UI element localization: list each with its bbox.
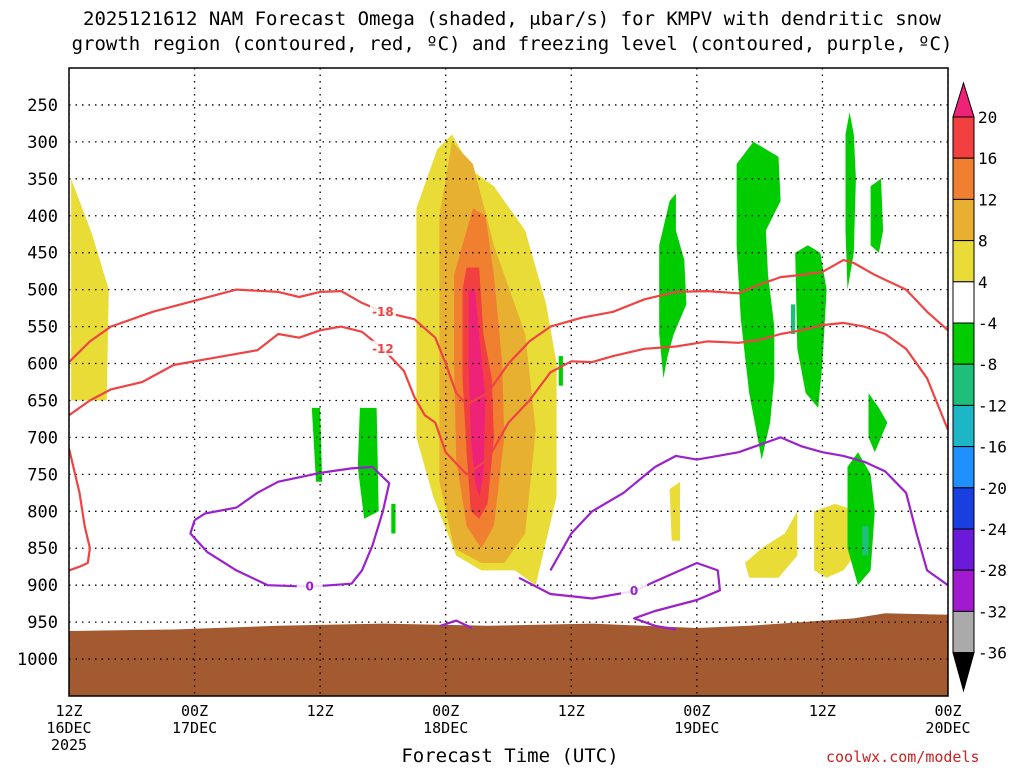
freezing-level-contour-1 (518, 561, 722, 631)
x-tick-label-72-0: 12Z (809, 702, 836, 720)
y-tick-label-950: 950 (27, 613, 58, 633)
y-tick-label-250: 250 (27, 96, 58, 116)
y-tick-label-450: 450 (27, 244, 58, 264)
omega-region-5 (468, 289, 486, 497)
x-tick-label-12-1: 17DEC (172, 719, 217, 737)
x-tick-label-84-1: 20DEC (925, 719, 970, 737)
y-tick-label-600: 600 (27, 355, 58, 375)
colorbar-label-4: 4 (978, 273, 988, 292)
colorbar-label-2: 12 (978, 190, 997, 209)
colorbar-box-5 (952, 322, 975, 365)
omega-region-20 (862, 526, 869, 556)
y-tick-label-350: 350 (27, 170, 58, 190)
omega-region-16 (845, 112, 856, 290)
terrain-fill (69, 613, 948, 696)
freezing-level-label-bg-0 (296, 578, 323, 594)
colorbar-label-12: -32 (978, 602, 1007, 621)
colorbar-box-8 (952, 446, 975, 489)
colorbar-label-8: -16 (978, 438, 1007, 457)
colorbar-box-11 (952, 569, 975, 612)
freezing-level-contour-label-0: 0 (305, 580, 313, 594)
watermark: coolwx.com/models (826, 748, 980, 766)
x-tick-label-48-0: 12Z (558, 702, 585, 720)
freezing-level-label-bg-1 (621, 583, 648, 599)
colorbar-label-7: -12 (978, 396, 1007, 415)
x-tick-label-12-0: 00Z (181, 702, 208, 720)
colorbar-label-0: 20 (978, 108, 997, 127)
colorbar-box-1 (952, 157, 975, 200)
chart-title-line1: 2025121612 NAM Forecast Omega (shaded, μ… (83, 8, 941, 30)
colorbar-box-4 (952, 281, 975, 324)
x-tick-label-36-1: 18DEC (423, 719, 468, 737)
y-tick-label-300: 300 (27, 133, 58, 153)
x-axis-label: Forecast Time (UTC) (401, 745, 619, 767)
colorbar-label-11: -28 (978, 561, 1007, 580)
omega-region-10 (357, 407, 379, 519)
y-tick-label-500: 500 (27, 281, 58, 301)
colorbar-box-10 (952, 528, 975, 571)
x-tick-label-0-0: 12Z (55, 702, 82, 720)
omega-region-21 (791, 304, 796, 334)
omega-region-19 (868, 393, 888, 453)
x-tick-label-0-1: 16DEC (46, 719, 91, 737)
colorbar-label-9: -20 (978, 479, 1007, 498)
x-tick-label-60-0: 00Z (683, 702, 710, 720)
y-tick-label-850: 850 (27, 539, 58, 559)
colorbar-label-6: -8 (978, 355, 997, 374)
y-tick-label-1000: 1000 (17, 650, 58, 670)
dgz-contour-2 (69, 448, 92, 572)
dgz-label-bg-1 (369, 340, 396, 356)
colorbar-box-9 (952, 487, 975, 530)
freezing-level-contour-2 (549, 436, 948, 587)
x-tick-label-36-0: 00Z (432, 702, 459, 720)
omega-region-14 (736, 141, 781, 460)
y-tick-label-650: 650 (27, 391, 58, 411)
omega-region-7 (745, 511, 798, 578)
omega-region-12 (558, 356, 563, 386)
colorbar-label-3: 8 (978, 232, 988, 251)
y-tick-label-800: 800 (27, 502, 58, 522)
dgz-contour-label-1: -12 (372, 342, 394, 356)
x-tick-label-0-2: 2025 (51, 736, 87, 754)
dgz-contour-0 (69, 259, 948, 406)
colorbar-bottom-arrow (952, 652, 975, 693)
colorbar-box-7 (952, 404, 975, 448)
colorbar-box-3 (952, 240, 975, 283)
x-tick-label-60-1: 19DEC (674, 719, 719, 737)
colorbar-box-6 (952, 363, 975, 406)
x-tick-label-84-0: 00Z (934, 702, 961, 720)
colorbar-box-12 (952, 610, 975, 654)
y-tick-label-900: 900 (27, 576, 58, 596)
omega-region-13 (659, 193, 687, 379)
y-tick-label-400: 400 (27, 207, 58, 227)
colorbar-label-10: -24 (978, 520, 1007, 539)
colorbar-box-2 (952, 198, 975, 242)
dgz-label-bg-0 (369, 303, 396, 319)
omega-region-17 (870, 178, 884, 253)
colorbar-label-5: -4 (978, 314, 997, 333)
x-tick-label-24-0: 12Z (307, 702, 334, 720)
omega-region-11 (391, 503, 396, 534)
colorbar-top-arrow (952, 81, 975, 118)
y-tick-label-550: 550 (27, 318, 58, 338)
colorbar-label-13: -36 (978, 644, 1007, 663)
plot-frame (68, 67, 949, 697)
freezing-level-contour-label-1: 0 (630, 584, 638, 598)
dgz-contour-1 (69, 321, 948, 476)
y-tick-label-700: 700 (27, 428, 58, 448)
chart-title-line2: growth region (contoured, red, ºC) and f… (71, 33, 953, 55)
dgz-contour-label-0: -18 (372, 305, 394, 319)
colorbar-label-1: 16 (978, 149, 997, 168)
freezing-level-contour-3 (440, 619, 473, 629)
freezing-level-contour-0 (189, 465, 391, 588)
y-tick-label-750: 750 (27, 465, 58, 485)
plot-layer: -18 -12 0 0 (69, 68, 948, 696)
colorbar-box-0 (952, 116, 975, 159)
